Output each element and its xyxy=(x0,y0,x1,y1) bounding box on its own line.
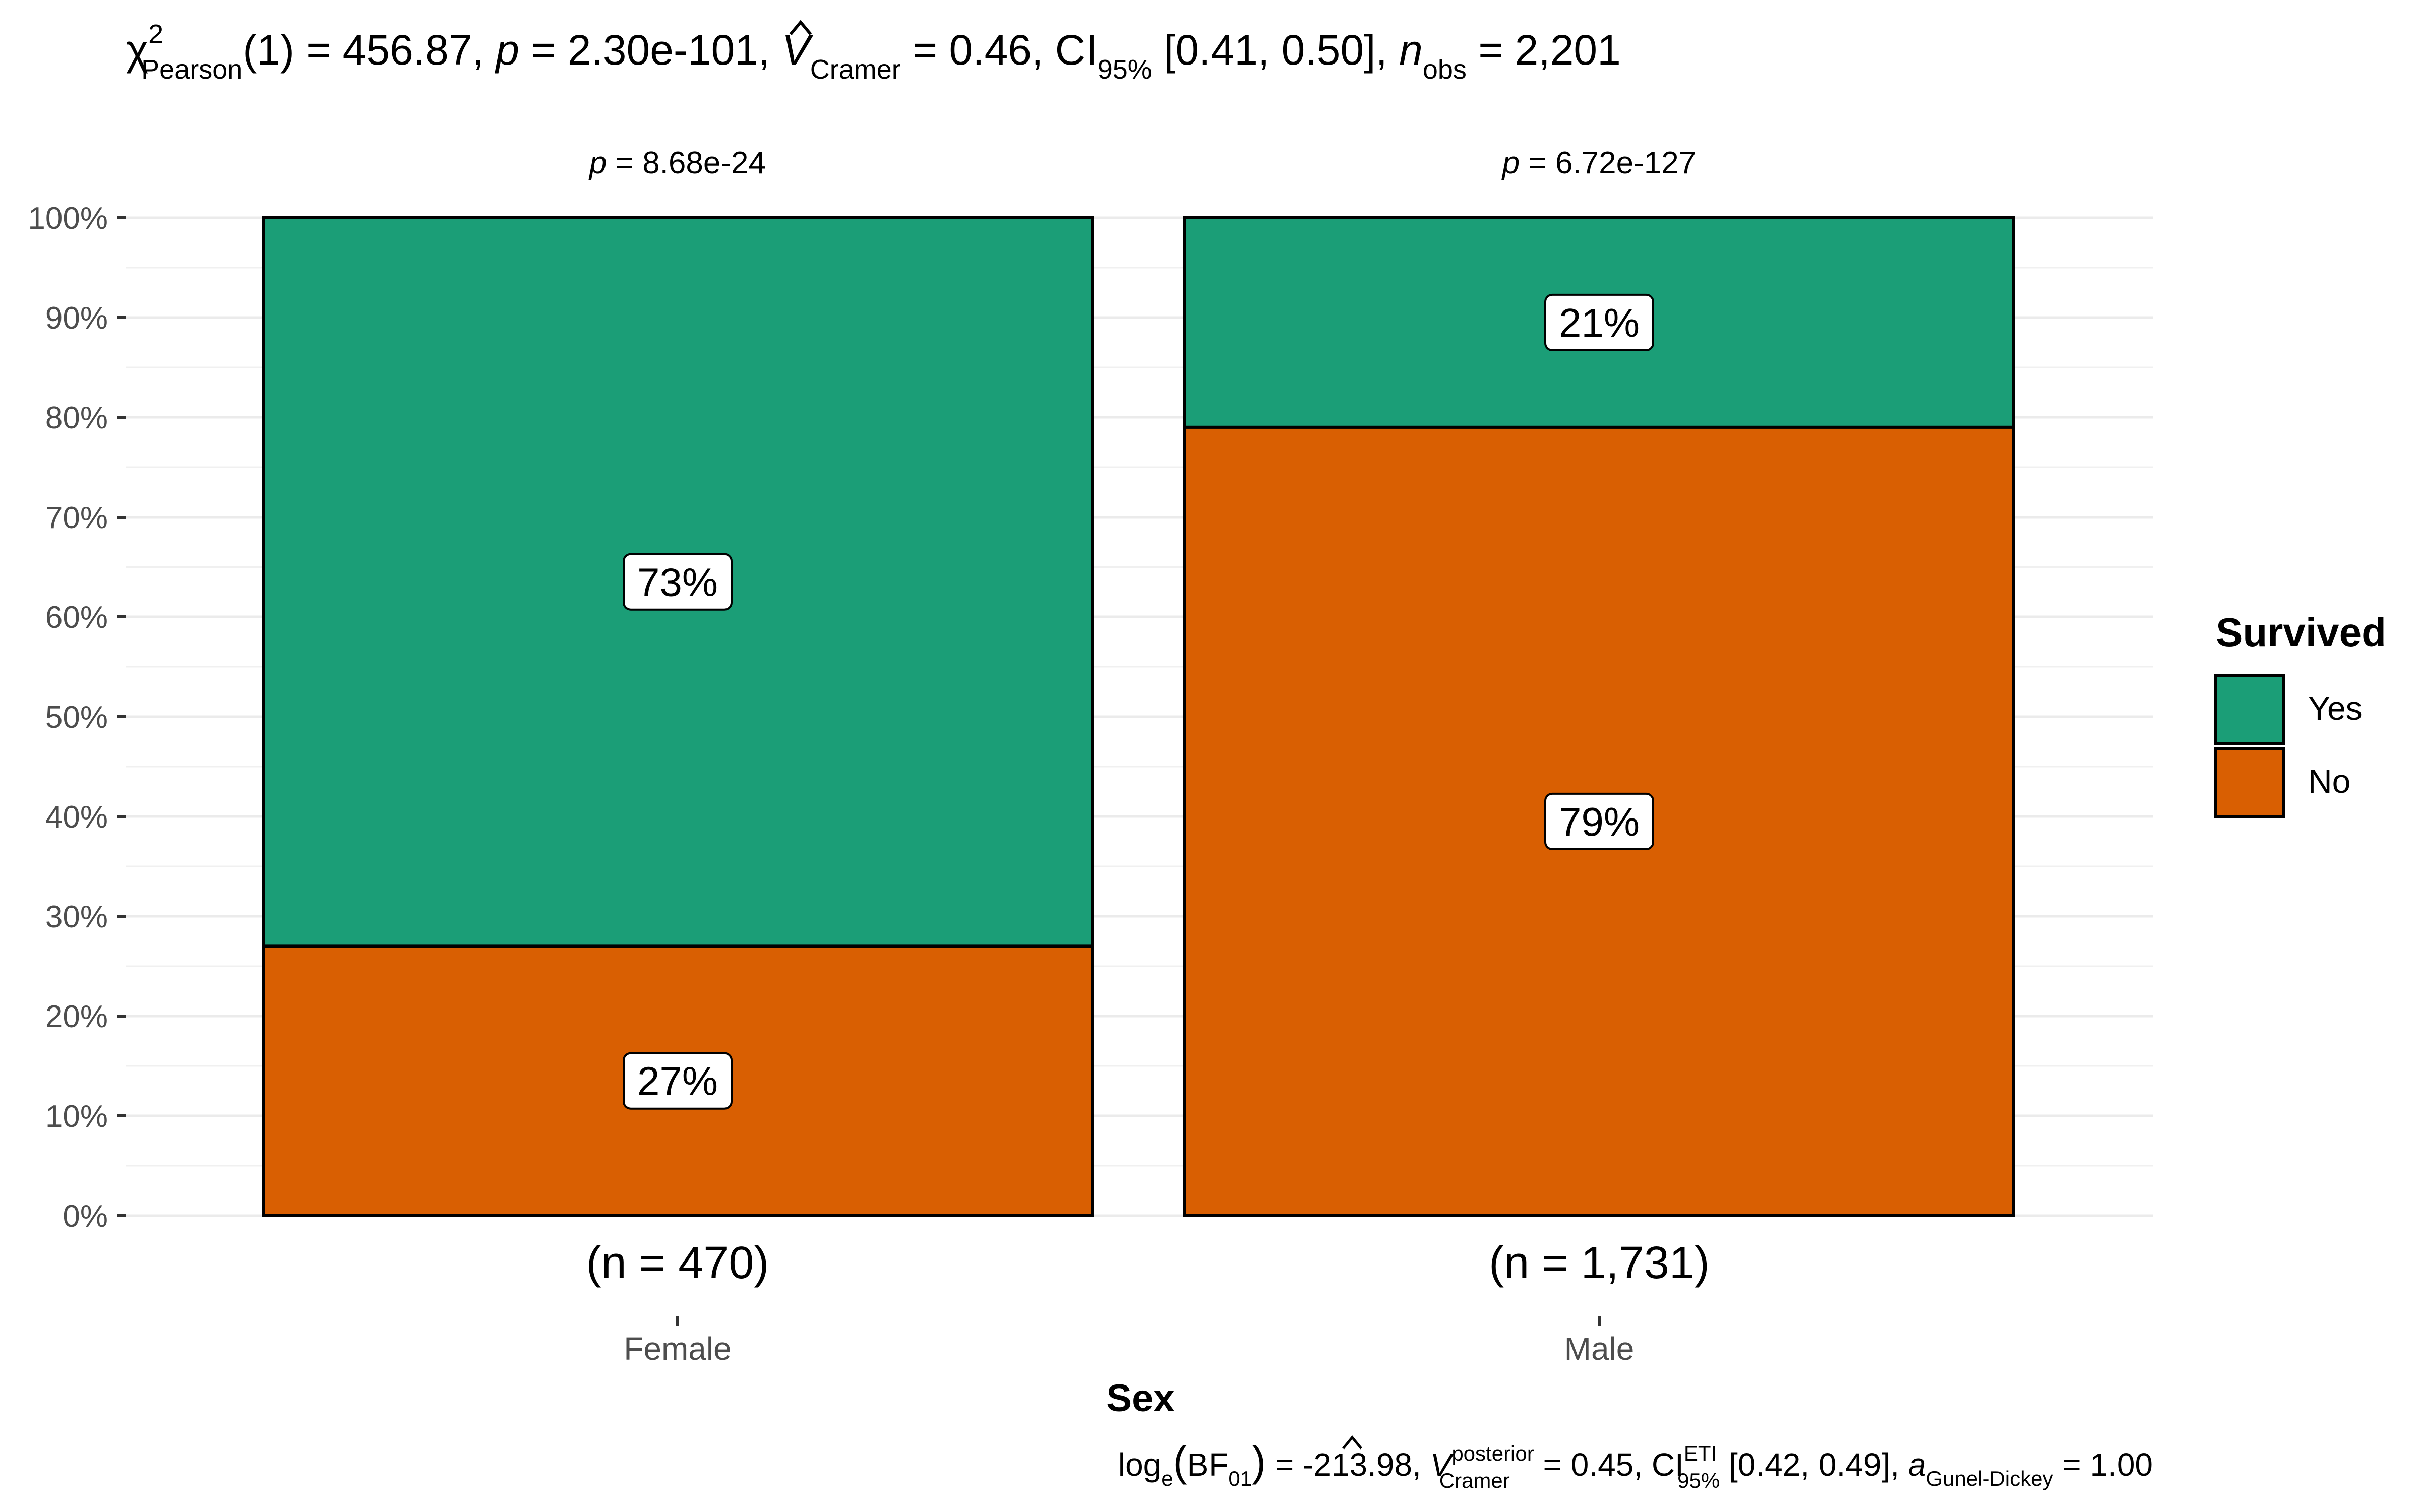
y-tick-label: 20% xyxy=(45,999,108,1034)
y-tick-label: 70% xyxy=(45,500,108,535)
category-count: (n = 470) xyxy=(586,1238,769,1288)
legend-label: Yes xyxy=(2308,689,2363,727)
y-tick-label: 0% xyxy=(63,1199,108,1234)
bar-label-box xyxy=(623,1052,733,1110)
bar-label-box xyxy=(1544,792,1654,850)
y-tick-label: 100% xyxy=(28,201,108,236)
legend: Survived Yes No xyxy=(2214,610,2386,818)
bar-label: 27% xyxy=(637,1059,718,1104)
bar-value-labels: 27% 73% 79% 21% xyxy=(623,293,1654,1110)
y-tick-label: 60% xyxy=(45,600,108,635)
bar-label-box xyxy=(623,553,733,611)
subtitle-v-hat xyxy=(789,20,812,35)
category-count: (n = 1,731) xyxy=(1489,1238,1710,1288)
category-pvalue: p = 8.68e-24 xyxy=(588,146,766,180)
bar-label-box xyxy=(1544,293,1654,351)
x-axis-title: Sex xyxy=(1106,1377,1174,1420)
x-tick-label: Male xyxy=(1564,1331,1635,1367)
bar-label: 73% xyxy=(637,560,718,605)
y-tick-label: 10% xyxy=(45,1099,108,1134)
caption-v-hat xyxy=(1342,1435,1362,1450)
legend-label: No xyxy=(2308,763,2350,800)
x-tick-label: Female xyxy=(624,1331,731,1367)
y-tick-label: 40% xyxy=(45,800,108,835)
x-axis: (n = 470) Female (n = 1,731) Male xyxy=(586,1238,1710,1367)
y-tick-label: 90% xyxy=(45,301,108,336)
category-pvalue: p = 6.72e-127 xyxy=(1501,146,1696,180)
subtitle-stats: χ2 Pearson(1) = 456.87, p = 2.30e-101, VC… xyxy=(126,19,1621,85)
y-tick-label: 80% xyxy=(45,401,108,435)
y-tick-label: 30% xyxy=(45,900,108,934)
caption-stats: loge(BF01) = -213.98, Vposterior Cramer =… xyxy=(1118,1437,2153,1492)
legend-swatch xyxy=(2214,674,2285,745)
legend-swatch xyxy=(2214,747,2285,818)
category-pvalues: p = 8.68e-24 p = 6.72e-127 xyxy=(588,146,1696,180)
bar-label: 79% xyxy=(1559,799,1640,844)
y-axis: 0% 10% 20% 30% 40% 50% 60% 70% 80% 90% 100% xyxy=(28,201,126,1234)
bar-label: 21% xyxy=(1559,300,1640,345)
legend-title: Survived xyxy=(2216,610,2386,655)
y-tick-label: 50% xyxy=(45,700,108,735)
